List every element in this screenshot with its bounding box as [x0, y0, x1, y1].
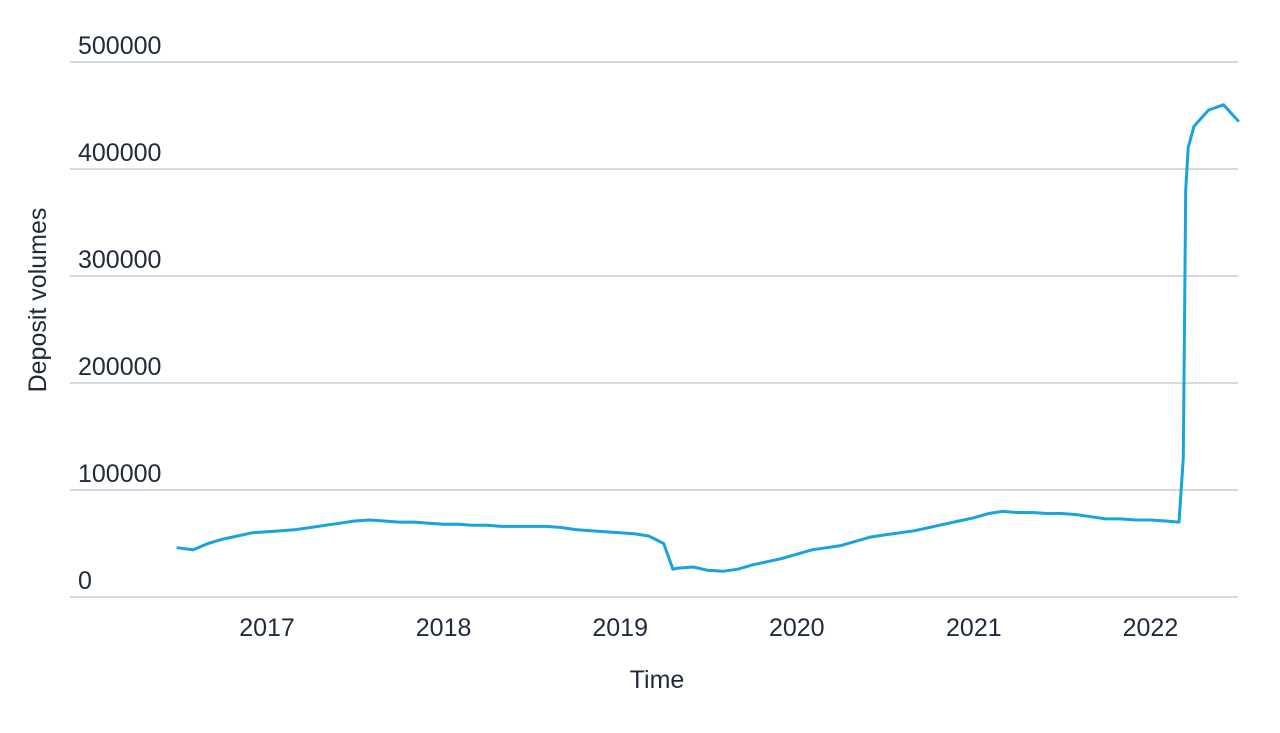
x-tick-label: 2017	[239, 614, 295, 642]
y-tick-label: 300000	[78, 246, 161, 274]
y-tick-label: 500000	[78, 32, 161, 60]
y-tick-label: 400000	[78, 139, 161, 167]
y-axis-label: Deposit volumes	[24, 208, 52, 393]
x-tick-label: 2021	[946, 614, 1002, 642]
x-tick-label: 2020	[769, 614, 825, 642]
y-tick-label: 200000	[78, 353, 161, 381]
deposit-volume-line	[176, 103, 1240, 573]
x-tick-label: 2022	[1123, 614, 1179, 642]
x-tick-label: 2018	[416, 614, 472, 642]
gridlines	[70, 61, 1238, 598]
y-tick-labels: 0 100000 200000 300000 400000 500000	[78, 32, 161, 595]
x-tick-labels: 2017 2018 2019 2020 2021 2022	[239, 614, 1178, 642]
y-tick-label: 100000	[78, 460, 161, 488]
x-tick-label: 2019	[592, 614, 648, 642]
y-tick-label: 0	[78, 567, 92, 595]
x-axis-label: Time	[630, 666, 685, 694]
